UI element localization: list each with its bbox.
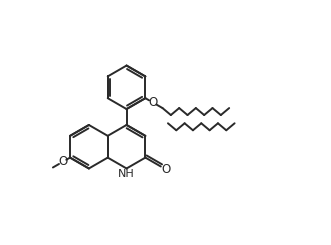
Text: O: O xyxy=(148,96,157,109)
Text: NH: NH xyxy=(118,170,135,179)
Text: O: O xyxy=(58,155,68,168)
Text: O: O xyxy=(161,163,170,176)
